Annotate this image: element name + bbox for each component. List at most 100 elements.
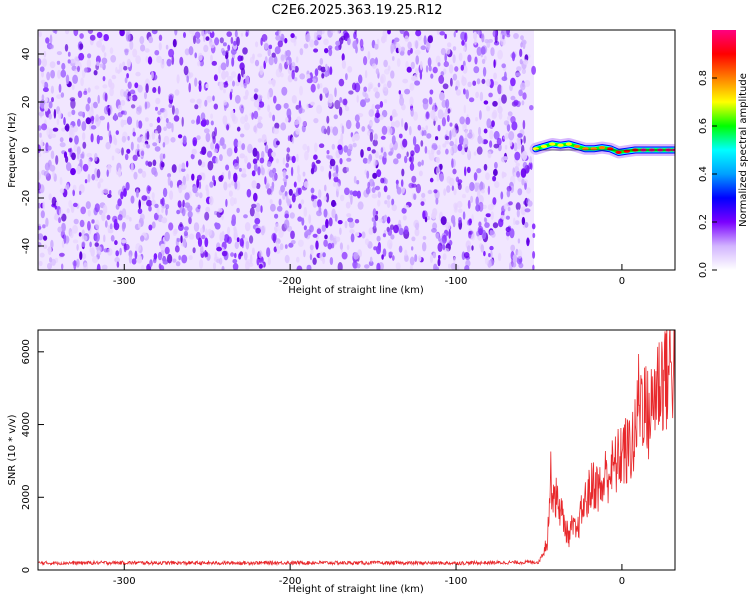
noise-blob [389, 115, 393, 122]
noise-blob [135, 55, 141, 64]
noise-blob [69, 124, 74, 135]
noise-blob [145, 117, 149, 122]
noise-blob [83, 262, 88, 270]
noise-blob [523, 179, 528, 184]
noise-blob [299, 85, 303, 96]
noise-blob [356, 263, 361, 269]
noise-blob [64, 30, 70, 35]
noise-blob [313, 48, 319, 53]
noise-blob [409, 256, 415, 266]
noise-blob [65, 74, 70, 85]
noise-blob [124, 77, 128, 84]
noise-blob [475, 117, 478, 122]
noise-blob [166, 58, 172, 67]
noise-blob [149, 123, 153, 127]
noise-blob [444, 109, 448, 117]
noise-blob [377, 199, 381, 207]
noise-blob [63, 151, 68, 159]
noise-blob [115, 66, 118, 74]
noise-blob [188, 30, 195, 34]
noise-blob [318, 206, 322, 214]
noise-blob [363, 86, 368, 92]
noise-blob [228, 183, 232, 188]
noise-blob [516, 66, 522, 72]
noise-blob [231, 218, 236, 227]
noise-blob [101, 212, 106, 222]
noise-blob [151, 30, 158, 35]
noise-blob [234, 181, 238, 190]
noise-blob [521, 178, 525, 186]
noise-blob [328, 217, 333, 227]
noise-blob [155, 130, 158, 135]
noise-blob [401, 207, 407, 214]
noise-blob [115, 130, 120, 136]
noise-blob [443, 248, 450, 253]
noise-blob [335, 164, 339, 175]
noise-blob [50, 85, 55, 94]
noise-blob [477, 189, 481, 200]
noise-blob [319, 58, 324, 65]
noise-blob [234, 146, 238, 154]
noise-blob [38, 144, 41, 154]
noise-blob [371, 217, 375, 222]
spectrogram-noise [38, 30, 536, 270]
noise-blob [87, 209, 91, 217]
noise-blob [473, 31, 478, 40]
noise-blob [326, 115, 330, 124]
noise-blob [50, 258, 56, 266]
noise-blob [209, 181, 214, 188]
noise-blob [514, 220, 520, 226]
noise-blob [467, 54, 472, 63]
noise-blob [141, 195, 148, 201]
noise-blob [81, 121, 87, 132]
noise-blob [522, 161, 528, 169]
noise-blob [55, 155, 59, 165]
noise-blob [439, 31, 446, 36]
noise-blob [155, 97, 161, 105]
noise-blob [483, 128, 488, 134]
noise-blob [240, 77, 244, 88]
noise-blob [448, 64, 454, 74]
noise-blob [524, 80, 531, 87]
noise-blob [477, 135, 483, 145]
noise-blob [492, 100, 498, 107]
noise-blob [462, 211, 466, 220]
noise-blob [282, 157, 286, 165]
noise-blob [275, 103, 282, 111]
noise-blob [325, 63, 328, 72]
noise-blob [302, 143, 308, 151]
noise-blob [507, 206, 511, 212]
noise-blob [446, 114, 450, 123]
noise-blob [48, 128, 53, 136]
noise-blob [427, 57, 432, 67]
noise-blob [159, 160, 164, 171]
noise-blob [191, 119, 195, 125]
noise-blob [463, 252, 470, 259]
noise-blob [461, 40, 465, 46]
noise-blob [379, 101, 384, 108]
noise-blob [61, 263, 64, 270]
noise-blob [79, 190, 82, 195]
noise-blob [267, 91, 270, 100]
noise-blob [97, 94, 100, 104]
noise-blob [357, 201, 364, 210]
noise-blob [42, 87, 49, 93]
noise-blob [315, 240, 319, 250]
y-tick-label: 20 [21, 96, 32, 109]
noise-blob [226, 58, 229, 68]
noise-blob [81, 151, 85, 159]
noise-blob [243, 73, 246, 79]
noise-blob [442, 83, 449, 90]
noise-blob [429, 177, 434, 183]
noise-blob [96, 263, 101, 270]
noise-blob [426, 133, 432, 139]
noise-blob [404, 155, 408, 164]
noise-blob [213, 103, 218, 110]
noise-blob [40, 210, 45, 219]
colorbar: 0.0 0.2 0.4 0.6 0.8 Normalized spectral ampl… [698, 30, 749, 278]
noise-blob [392, 113, 395, 118]
noise-blob [173, 115, 180, 122]
noise-blob [455, 89, 461, 96]
noise-blob [288, 188, 293, 196]
noise-blob [151, 192, 155, 200]
